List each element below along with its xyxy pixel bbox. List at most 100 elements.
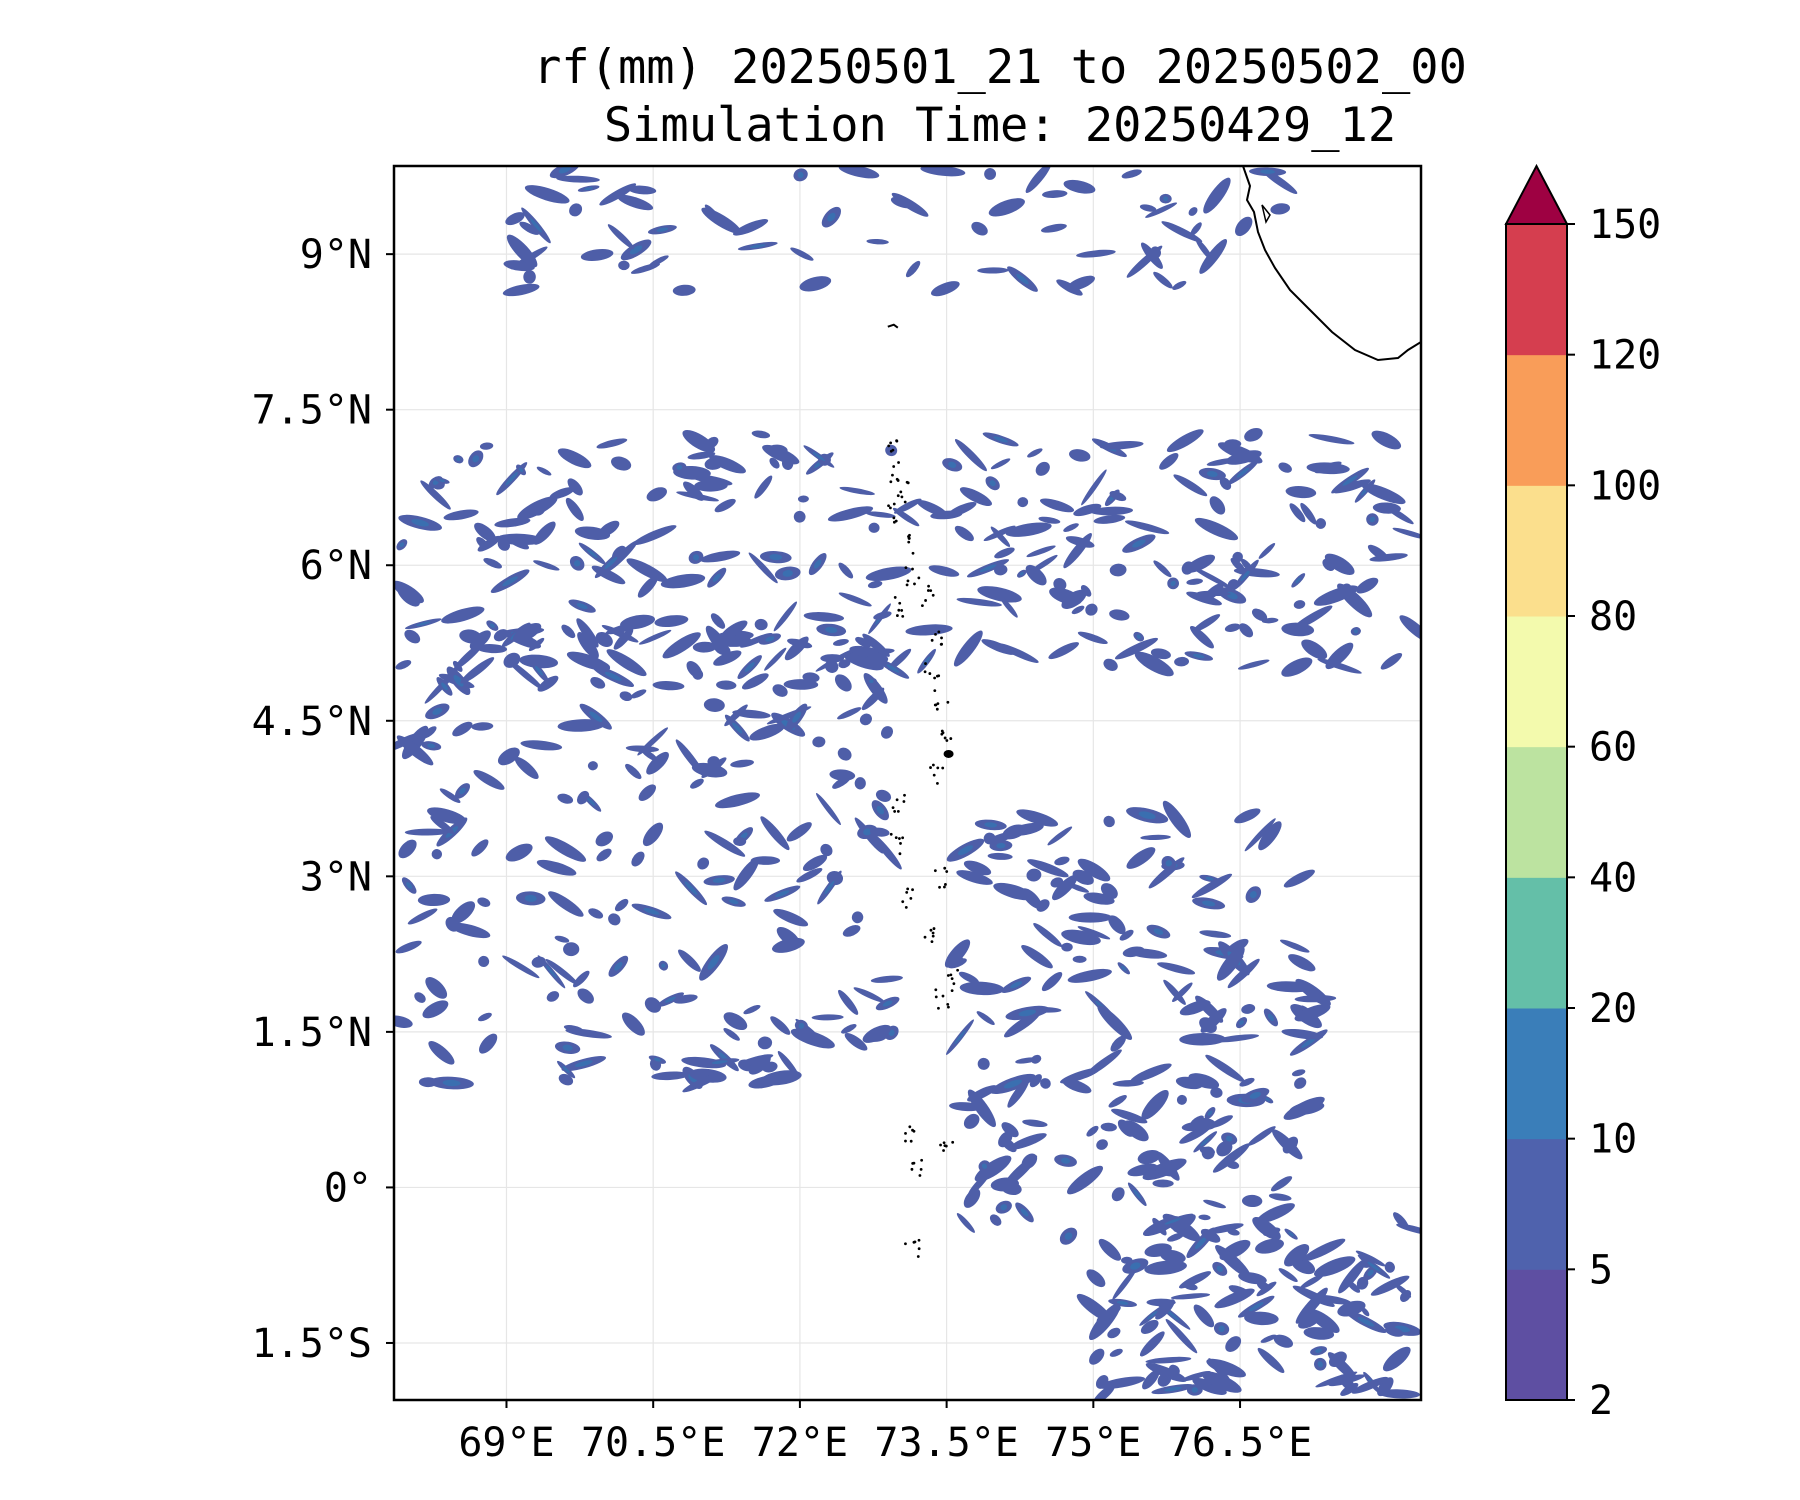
island-dot bbox=[903, 500, 907, 504]
rainfall-cell bbox=[838, 592, 872, 607]
rainfall-cell bbox=[816, 793, 841, 826]
rainfall-cell bbox=[1027, 859, 1069, 878]
rainfall-cell bbox=[947, 501, 977, 517]
rainfall-cell-heavy bbox=[562, 1044, 573, 1051]
rainfall-cell bbox=[1098, 1238, 1122, 1261]
lat-tick-label: 7.5°N bbox=[252, 388, 372, 434]
rainfall-cell bbox=[700, 550, 741, 563]
rainfall-cell bbox=[497, 747, 520, 766]
rainfall-cell bbox=[1216, 946, 1245, 981]
rainfall-cell-heavy bbox=[558, 166, 571, 174]
rainfall-cell bbox=[1077, 858, 1111, 882]
rainfall-cell bbox=[1072, 955, 1087, 963]
rainfall-cell bbox=[1124, 520, 1170, 535]
rainfall-cell bbox=[1212, 1143, 1250, 1173]
rainfall-cell bbox=[519, 221, 540, 235]
island-dot bbox=[892, 465, 896, 468]
island-dot bbox=[897, 461, 900, 464]
rainfall-cell bbox=[829, 769, 856, 781]
rainfall-cell bbox=[427, 807, 467, 825]
rainfall-cell bbox=[443, 509, 479, 521]
island-dot bbox=[928, 672, 932, 675]
island-dot bbox=[907, 536, 911, 540]
rainfall-cell bbox=[797, 495, 809, 503]
island-dot bbox=[932, 927, 936, 930]
rainfall-cell bbox=[754, 475, 773, 499]
rainfall-cell bbox=[701, 757, 727, 779]
rainfall-cell bbox=[1199, 239, 1228, 274]
island-dot bbox=[896, 809, 900, 813]
rainfall-cell bbox=[1086, 1269, 1106, 1288]
island-dot bbox=[933, 689, 937, 693]
rainfall-cell bbox=[1198, 1214, 1211, 1221]
rainfall-cell bbox=[1256, 1203, 1295, 1224]
rainfall-cell bbox=[1165, 1318, 1198, 1354]
rainfall-cell bbox=[1384, 1326, 1404, 1337]
rainfall-cell-heavy bbox=[798, 1022, 805, 1029]
rainfall-cell-heavy bbox=[604, 556, 618, 570]
rainfall-cell bbox=[1237, 659, 1270, 670]
rainfall-cell bbox=[1066, 1165, 1104, 1195]
rainfall-cell-heavy bbox=[439, 479, 446, 483]
rainfall-cell bbox=[396, 735, 434, 766]
island-male bbox=[943, 749, 954, 758]
island-dot bbox=[952, 982, 956, 986]
rainfall-cell bbox=[713, 650, 742, 666]
rainfall-cell bbox=[425, 977, 448, 999]
rainfall-cell bbox=[471, 722, 494, 731]
rainfall-cell-heavy bbox=[472, 455, 480, 463]
rainfall-cell bbox=[1076, 249, 1116, 258]
island-dot bbox=[917, 1247, 921, 1251]
rainfall-cell bbox=[607, 224, 635, 250]
rainfall-cell bbox=[682, 1072, 722, 1093]
rainfall-cell bbox=[536, 859, 577, 876]
rainfall-cell bbox=[1112, 1267, 1137, 1300]
rainfall-cell bbox=[1150, 648, 1171, 660]
island-dot bbox=[930, 940, 934, 944]
rainfall-cell-heavy bbox=[653, 1057, 661, 1062]
rainfall-cell-heavy bbox=[629, 245, 643, 255]
lon-tick-label: 69°E bbox=[458, 1420, 554, 1466]
rainfall-cell-heavy bbox=[707, 954, 720, 970]
island-dot bbox=[949, 973, 953, 977]
rainfall-cell bbox=[838, 562, 854, 579]
lon-tick-label: 75°E bbox=[1045, 1420, 1141, 1466]
rainfall-cell bbox=[646, 487, 668, 502]
rainfall-cell bbox=[608, 913, 621, 926]
rainfall-cell bbox=[1126, 847, 1156, 869]
lat-tick-label: 4.5°N bbox=[252, 699, 372, 745]
rainfall-cell bbox=[1155, 1299, 1175, 1320]
rainfall-cell bbox=[476, 537, 489, 550]
rainfall-cell bbox=[1370, 1275, 1410, 1296]
rainfall-cell-heavy bbox=[1136, 634, 1141, 639]
rainfall-cell bbox=[533, 560, 560, 571]
rainfall-cell-heavy bbox=[584, 187, 593, 191]
rainfall-cell bbox=[1153, 560, 1172, 578]
rainfall-cell bbox=[478, 1033, 498, 1054]
rainfall-cell-heavy bbox=[957, 845, 974, 856]
island-dot bbox=[950, 977, 954, 981]
rainfall-cell bbox=[1194, 517, 1239, 541]
rainfall-cell-heavy bbox=[442, 1079, 461, 1087]
rainfall-cell bbox=[557, 448, 592, 469]
island-dot bbox=[908, 1125, 912, 1129]
rainfall-cell bbox=[1155, 1169, 1179, 1177]
island-dot bbox=[942, 1149, 945, 1152]
rainfall-cell-heavy bbox=[1133, 1189, 1142, 1200]
island-dot bbox=[934, 988, 938, 992]
rainfall-cell bbox=[587, 660, 611, 671]
longitude-axis: 69°E 70.5°E 72°E 73.5°E 75°E 76.5°E bbox=[458, 1400, 1312, 1466]
island-dot bbox=[946, 974, 950, 977]
rainfall-cell-heavy bbox=[684, 881, 698, 896]
rainfall-cell bbox=[678, 949, 701, 972]
rainfall-cell bbox=[523, 269, 536, 284]
rainfall-cell-heavy bbox=[1019, 571, 1024, 576]
lat-tick-label: 3°N bbox=[300, 854, 372, 900]
rainfall-cell bbox=[772, 684, 788, 697]
rainfall-cell bbox=[1039, 498, 1075, 513]
rainfall-cell bbox=[1065, 536, 1095, 548]
lat-tick-label: 1.5°S bbox=[252, 1321, 372, 1367]
rainfall-cell bbox=[1026, 868, 1042, 882]
island-dot bbox=[951, 1140, 955, 1144]
rainfall-cell bbox=[473, 770, 505, 790]
